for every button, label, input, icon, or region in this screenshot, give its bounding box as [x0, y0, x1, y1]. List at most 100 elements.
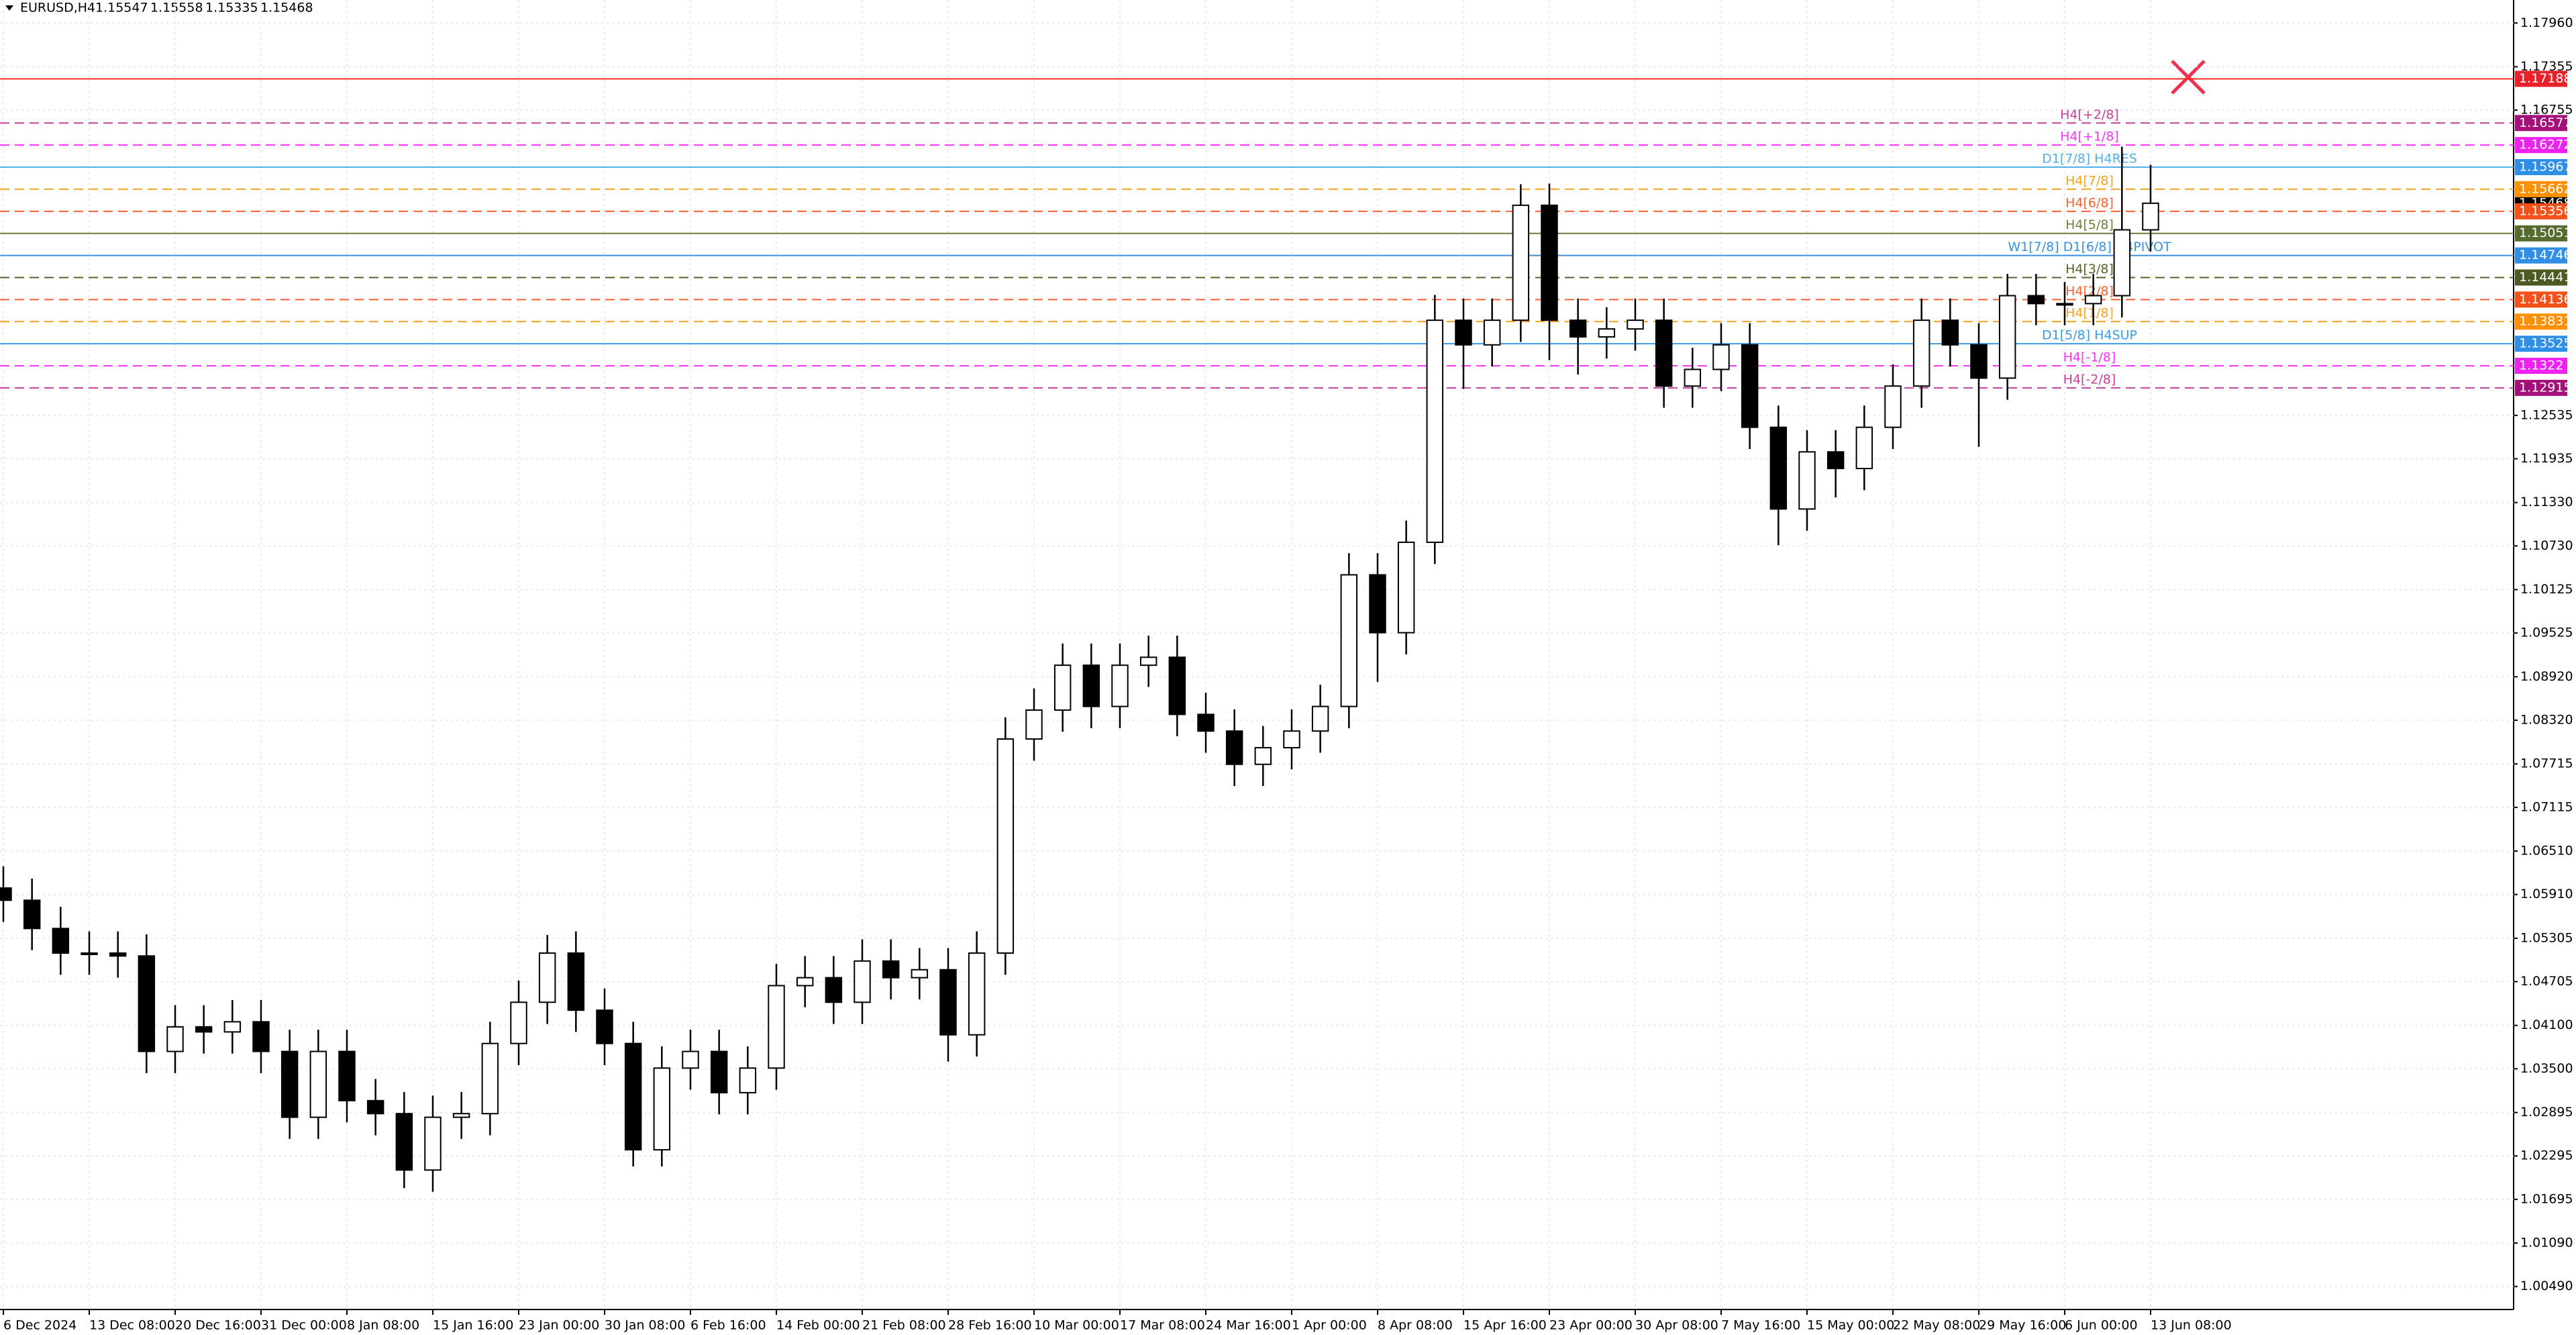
- x-tick-label: 17 Mar 08:00: [1120, 1318, 1205, 1333]
- x-tick-label: 28 Feb 16:00: [948, 1318, 1032, 1333]
- header-value: 1.15558: [150, 1, 203, 15]
- header-value: 1.15335: [205, 1, 258, 15]
- y-tick-label: 1.03500: [2520, 1061, 2573, 1076]
- x-tick-label: 31 Dec 00:00: [261, 1318, 347, 1333]
- level-price-box: [2515, 203, 2567, 219]
- candle-body: [1483, 319, 1501, 346]
- level-price-label: 1.12915: [2519, 380, 2572, 395]
- candle-body: [682, 1050, 699, 1069]
- x-tick-label: 21 Feb 08:00: [862, 1318, 946, 1333]
- candle-body: [825, 977, 843, 1003]
- x-tick-label: 10 Mar 00:00: [1034, 1318, 1119, 1333]
- x-tick-label: 23 Apr 00:00: [1549, 1318, 1633, 1333]
- candle-body: [452, 1113, 470, 1118]
- candle-body: [1225, 730, 1243, 765]
- x-tick-label: 15 May 00:00: [1807, 1318, 1894, 1333]
- candle-body: [2142, 202, 2159, 231]
- y-tick-label: 1.05305: [2520, 930, 2573, 945]
- y-tick-label: 1.11935: [2520, 451, 2573, 466]
- x-tick-label: 6 Jun 00:00: [2065, 1318, 2138, 1333]
- candle-body: [1053, 664, 1072, 711]
- candle-body: [1884, 385, 1902, 428]
- candle-body: [1655, 319, 1673, 387]
- x-tick-label: 6 Dec 2024: [3, 1318, 76, 1333]
- level-price-box: [2515, 225, 2567, 242]
- candle-body: [23, 899, 41, 930]
- level-price-label: 1.15662: [2519, 181, 2572, 196]
- candle-body: [510, 1001, 527, 1044]
- candle-body: [596, 1009, 613, 1044]
- candle-body: [223, 1021, 242, 1033]
- candle-body: [1197, 713, 1215, 732]
- candle-body: [366, 1099, 384, 1115]
- candle-body: [252, 1021, 270, 1052]
- candle-body: [1397, 541, 1415, 634]
- candle-body: [109, 952, 127, 957]
- candle-body: [1111, 664, 1129, 707]
- candle-body: [1541, 204, 1558, 322]
- x-tick-label: 23 Jan 00:00: [519, 1318, 599, 1333]
- level-label: D1[5/8] H4SUP: [2042, 328, 2137, 343]
- level-price-label: 1.13525: [2519, 336, 2572, 351]
- candle-body: [624, 1042, 642, 1151]
- level-price-label: 1.16272: [2519, 138, 2572, 152]
- candle-body: [1283, 730, 1300, 748]
- y-tick-label: 1.07715: [2520, 756, 2573, 771]
- level-price-box: [2515, 269, 2567, 286]
- header-value: 1.15468: [260, 1, 313, 15]
- candle-body: [1569, 319, 1587, 338]
- y-tick-label: 1.04100: [2520, 1018, 2573, 1032]
- candle-body: [768, 985, 785, 1069]
- level-label: H4[+2/8]: [2060, 107, 2119, 122]
- close-marker: [2171, 60, 2206, 95]
- candle-body: [1139, 656, 1157, 666]
- level-label: H4[1/8]: [2065, 306, 2114, 321]
- level-price-box: [2515, 336, 2567, 352]
- candle-body: [1426, 319, 1444, 543]
- candle-body: [1168, 656, 1186, 715]
- candle-body: [939, 969, 957, 1036]
- level-price-label: 1.15967: [2519, 160, 2572, 175]
- menu-arrow[interactable]: [5, 5, 13, 11]
- candle-body: [996, 738, 1015, 954]
- y-tick-label: 1.12535: [2520, 407, 2573, 422]
- header-value: 1.15547: [95, 1, 148, 15]
- candle-body: [1455, 319, 1472, 346]
- x-tick-label: 15 Apr 16:00: [1463, 1318, 1547, 1333]
- candle-body: [1340, 574, 1358, 707]
- candle-body: [52, 928, 70, 954]
- candle-body: [1082, 664, 1100, 707]
- x-tick-label: 1 Apr 00:00: [1292, 1318, 1367, 1333]
- candle-body: [1826, 451, 1845, 470]
- y-tick-label: 1.08320: [2520, 713, 2573, 728]
- candle-body: [1712, 344, 1730, 370]
- candle-body: [653, 1067, 671, 1151]
- level-price-label: 1.13831: [2519, 314, 2572, 329]
- level-price-box: [2515, 358, 2567, 375]
- candle-body: [2084, 295, 2102, 305]
- candle-body: [1627, 319, 1644, 330]
- candle-body: [567, 952, 585, 1011]
- level-price-label: 1.16577: [2519, 115, 2572, 130]
- candle-body: [166, 1026, 184, 1052]
- level-label: H4[+1/8]: [2060, 130, 2119, 144]
- y-tick-label: 1.10730: [2520, 538, 2573, 553]
- x-tick-label: 8 Apr 08:00: [1378, 1318, 1453, 1333]
- level-price-box: [2515, 313, 2567, 330]
- x-tick-label: 30 Jan 08:00: [605, 1318, 685, 1333]
- x-tick-label: 20 Dec 16:00: [175, 1318, 261, 1333]
- y-tick-label: 1.02895: [2520, 1105, 2573, 1120]
- level-price-box: [2515, 379, 2567, 396]
- candle-body: [1798, 451, 1816, 510]
- candle-body: [1684, 368, 1702, 387]
- candle-body: [2056, 303, 2073, 306]
- y-tick-label: 1.11330: [2520, 495, 2573, 509]
- level-label: H4[6/8]: [2065, 195, 2114, 210]
- level-label: H4[3/8]: [2065, 262, 2114, 277]
- candle-body: [195, 1026, 213, 1033]
- y-tick-label: 1.09525: [2520, 626, 2573, 640]
- x-tick-label: 15 Jan 16:00: [433, 1318, 513, 1333]
- level-label: H4[2/8]: [2065, 284, 2114, 299]
